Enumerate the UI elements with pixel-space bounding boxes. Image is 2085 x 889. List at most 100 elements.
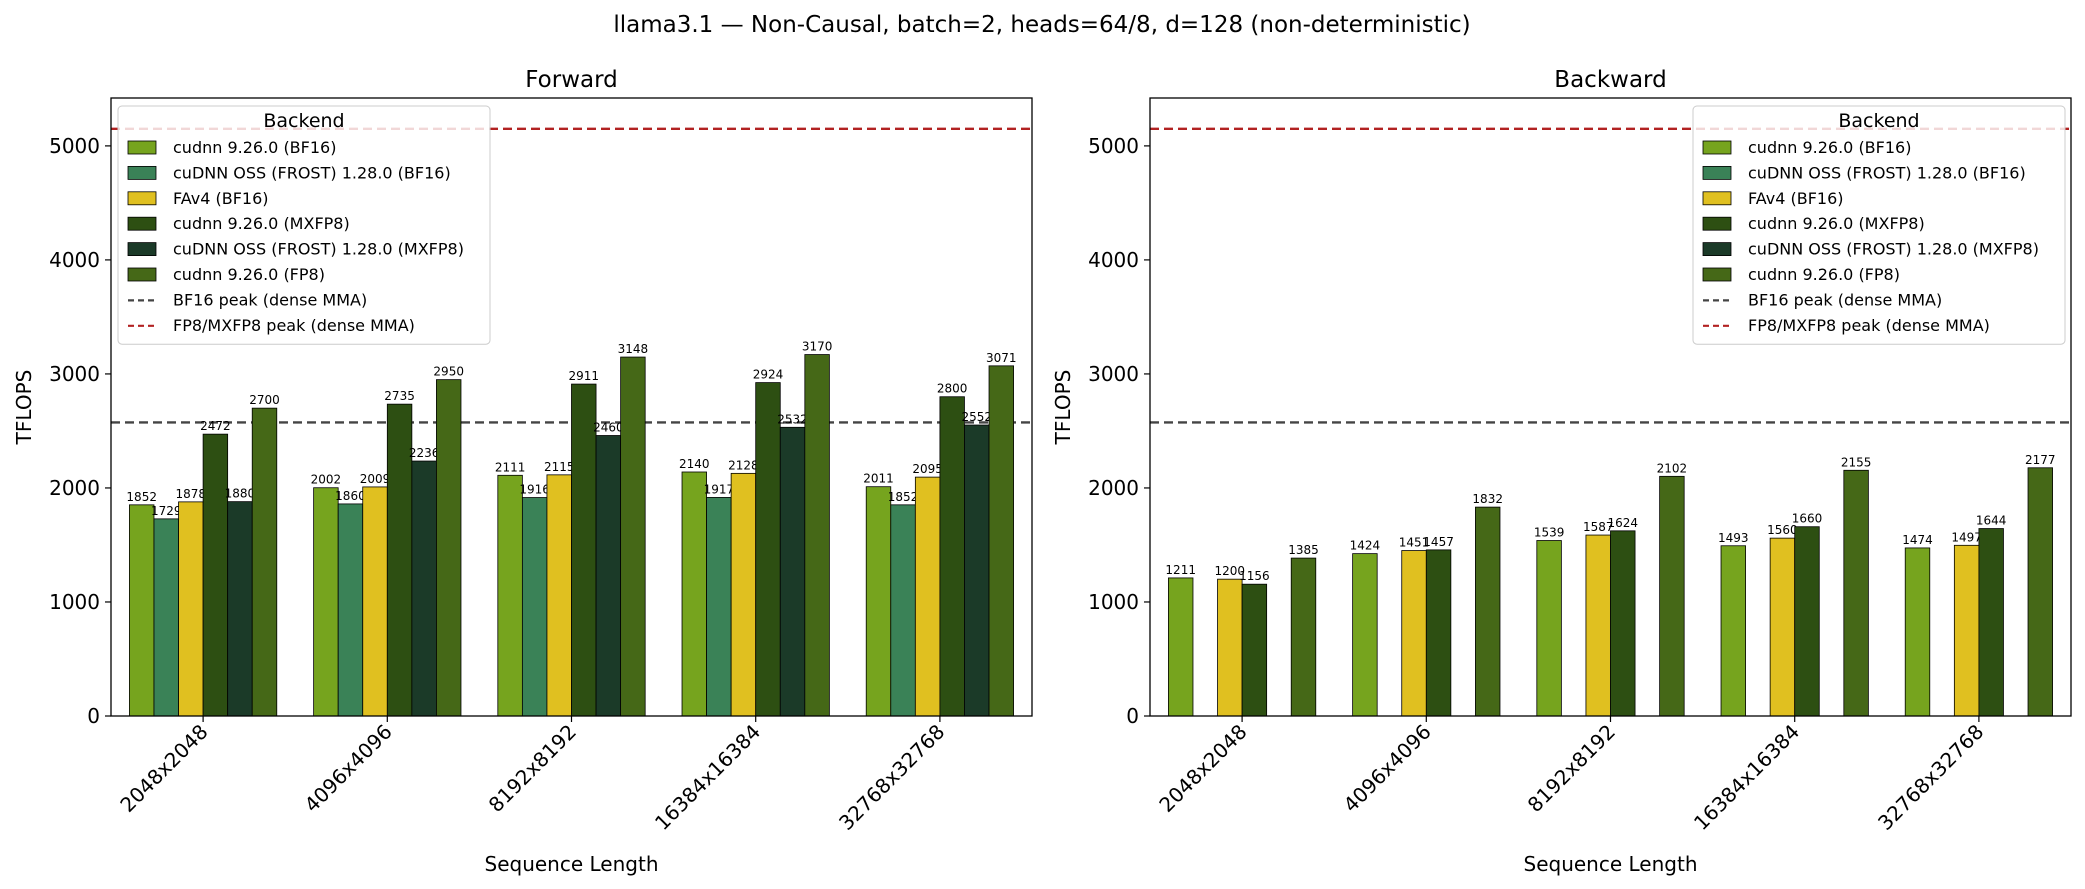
x-tick-label: 2048x2048 [115, 720, 212, 817]
bar [1904, 547, 1931, 717]
bar [1720, 545, 1746, 717]
bar-value-label: 1878 [176, 487, 207, 501]
bar-value-label: 3170 [802, 340, 833, 354]
bar-value-label: 1156 [1239, 569, 1270, 583]
bar [571, 383, 597, 717]
legend-entry-label: cuDNN OSS (FROST) 1.28.0 (MXFP8) [173, 240, 464, 259]
legend-swatch [127, 267, 157, 282]
bar [1425, 549, 1452, 717]
panel-title: Forward [525, 67, 618, 93]
bar-value-label: 1451 [1399, 536, 1430, 550]
bar-value-label: 2177 [2025, 453, 2056, 467]
bar-value-label: 2911 [569, 369, 600, 383]
bar-value-label: 1211 [1165, 563, 1196, 577]
chart-panel-forward: Forward 1852 2002 2111 2140 2011 1729 1860 1916 1… [12, 67, 1033, 876]
bar [1241, 583, 1268, 717]
bar-value-label: 2700 [249, 393, 280, 407]
bar-value-label: 2002 [311, 473, 342, 487]
bar-value-label: 1624 [1608, 516, 1639, 530]
legend-swatch [1702, 267, 1732, 282]
x-tick-label: 4096x4096 [300, 720, 397, 817]
bar-value-label: 2128 [728, 458, 759, 472]
bar-value-label: 2102 [1657, 461, 1688, 475]
bar [706, 497, 732, 717]
x-tick-label: 8192x8192 [1523, 720, 1620, 817]
bar [1978, 528, 2004, 717]
bar-value-label: 3148 [618, 342, 649, 356]
bar [129, 504, 155, 717]
y-tick-label: 1000 [1088, 590, 1139, 614]
legend-entry-label: BF16 peak (dense MMA) [1748, 290, 1942, 309]
bar-value-label: 2950 [433, 365, 464, 379]
bar [362, 486, 388, 717]
bar [890, 504, 916, 717]
legend-title: Backend [263, 110, 344, 132]
legend-entry-label: FP8/MXFP8 peak (dense MMA) [173, 316, 415, 335]
bar-value-label: 2111 [495, 460, 526, 474]
legend-entry-label: cudnn 9.26.0 (FP8) [173, 265, 325, 284]
bar-value-label: 2800 [937, 382, 968, 396]
bar [620, 356, 646, 717]
bar [1794, 526, 1820, 717]
bar [546, 474, 572, 717]
legend-entry-label: BF16 peak (dense MMA) [173, 290, 367, 309]
x-tick-label: 16384x16384 [1689, 720, 1804, 835]
legend-swatch [1702, 216, 1732, 231]
legend-entry-label: cudnn 9.26.0 (BF16) [1748, 138, 1911, 157]
bar [1290, 557, 1317, 717]
y-axis-label: TFLOPS [1051, 370, 1075, 446]
bar-value-label: 2924 [753, 368, 784, 382]
y-tick-label: 4000 [1088, 248, 1139, 272]
legend-entry-label: cuDNN OSS (FROST) 1.28.0 (BF16) [173, 163, 451, 182]
bar-value-label: 1729 [151, 504, 182, 518]
bar [227, 501, 253, 717]
bar-value-label: 1493 [1718, 531, 1749, 545]
bar-value-label: 2735 [384, 389, 415, 403]
y-tick-label: 1000 [49, 590, 100, 614]
bar-value-label: 1852 [888, 490, 919, 504]
bar [964, 424, 990, 717]
bar-value-label: 1860 [335, 489, 366, 503]
bar [313, 487, 339, 717]
bar [202, 433, 229, 717]
legend-swatch [127, 191, 157, 206]
legend-entry-label: cudnn 9.26.0 (FP8) [1748, 265, 1900, 284]
legend-swatch [1702, 140, 1732, 155]
bar-value-label: 1916 [519, 483, 550, 497]
legend-box [117, 105, 491, 345]
bar [939, 396, 965, 717]
legend-entry-label: FAv4 (BF16) [1748, 189, 1844, 208]
bar [595, 435, 622, 717]
y-tick-label: 4000 [49, 248, 100, 272]
x-axis-label: Sequence Length [485, 852, 659, 876]
y-tick-label: 5000 [49, 134, 100, 158]
bar [1168, 577, 1194, 717]
bar [804, 354, 830, 717]
bar [1536, 540, 1562, 717]
y-tick-label: 5000 [1088, 134, 1139, 158]
chart-panel-backward: Backward 1211 1424 1539 1493 1474 1200 1451 1587… [1051, 67, 2072, 876]
bar [865, 486, 892, 717]
legend-swatch [127, 242, 157, 257]
legend-entry-label: cudnn 9.26.0 (MXFP8) [1748, 214, 1925, 233]
bar [2027, 467, 2053, 717]
bar-value-label: 1644 [1976, 514, 2007, 528]
bar [1475, 506, 1501, 717]
bar [178, 501, 204, 717]
chart-panels: Forward 1852 2002 2111 2140 2011 1729 1860 1916 1… [12, 67, 2072, 876]
bar-value-label: 1660 [1792, 512, 1823, 526]
legend-swatch [1702, 165, 1732, 180]
bar-value-label: 1474 [1902, 533, 1933, 547]
bar-value-label: 1880 [225, 487, 256, 501]
bar [411, 460, 437, 717]
y-tick-label: 0 [87, 704, 100, 728]
legend-entry-label: cuDNN OSS (FROST) 1.28.0 (MXFP8) [1748, 240, 2039, 259]
bar-value-label: 2532 [777, 412, 808, 426]
bar [497, 474, 523, 717]
bar-value-label: 1457 [1423, 535, 1454, 549]
bar-value-label: 2009 [360, 472, 391, 486]
bar-value-label: 2155 [1841, 455, 1872, 469]
bar-value-label: 1587 [1583, 520, 1614, 534]
bar-value-label: 1917 [704, 482, 735, 496]
bar [337, 503, 364, 717]
